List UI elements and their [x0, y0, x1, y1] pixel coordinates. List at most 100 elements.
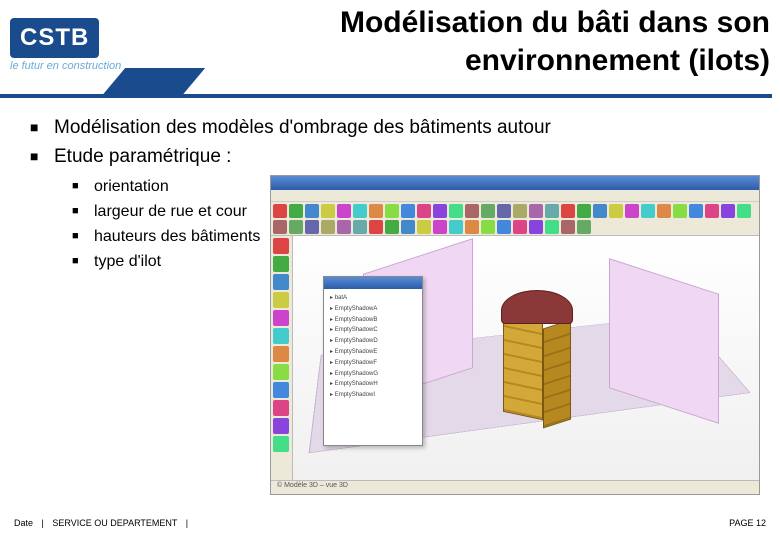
toolbar-button[interactable] — [433, 220, 447, 234]
footer-left: Date | SERVICE OU DEPARTEMENT | — [14, 518, 194, 528]
slide-title: Modélisation du bâti dans son environnem… — [170, 4, 770, 79]
toolbar-button[interactable] — [497, 220, 511, 234]
toolbar-button[interactable] — [497, 204, 511, 218]
title-line1: Modélisation du bâti dans son — [340, 6, 770, 39]
lefttool-button[interactable] — [273, 400, 289, 416]
toolbar-button[interactable] — [481, 204, 495, 218]
toolbar-button[interactable] — [289, 204, 303, 218]
toolbar-button[interactable] — [481, 220, 495, 234]
toolbar-button[interactable] — [353, 204, 367, 218]
outliner-row[interactable]: EmptyShadowE — [330, 347, 416, 358]
outliner-row[interactable]: EmptyShadowC — [330, 325, 416, 336]
outliner-body: batAEmptyShadowAEmptyShadowBEmptyShadowC… — [324, 289, 422, 405]
toolbar-button[interactable] — [449, 204, 463, 218]
toolbar-button[interactable] — [401, 220, 415, 234]
header: CSTB le futur en construction Modélisati… — [0, 0, 780, 98]
lefttool-button[interactable] — [273, 256, 289, 272]
lefttool-button[interactable] — [273, 346, 289, 362]
lefttool-button[interactable] — [273, 436, 289, 452]
toolbar-button[interactable] — [737, 204, 751, 218]
toolbar-button[interactable] — [513, 204, 527, 218]
toolbar-button[interactable] — [369, 220, 383, 234]
toolbar-button[interactable] — [705, 204, 719, 218]
toolbar-button[interactable] — [305, 220, 319, 234]
toolbar-button[interactable] — [465, 220, 479, 234]
building-side — [543, 319, 571, 428]
toolbar-button[interactable] — [625, 204, 639, 218]
toolbar-button[interactable] — [273, 204, 287, 218]
outliner-row[interactable]: EmptyShadowB — [330, 315, 416, 326]
toolbar-button[interactable] — [657, 204, 671, 218]
outliner-row[interactable]: EmptyShadowG — [330, 369, 416, 380]
toolbar-button[interactable] — [449, 220, 463, 234]
building-front — [503, 312, 543, 421]
outliner-row[interactable]: EmptyShadowD — [330, 336, 416, 347]
lefttool-button[interactable] — [273, 328, 289, 344]
footer-sep: | — [42, 518, 44, 528]
toolbar-button[interactable] — [385, 204, 399, 218]
toolbar-button[interactable] — [385, 220, 399, 234]
toolbar-button[interactable] — [369, 204, 383, 218]
toolbar-button[interactable] — [545, 220, 559, 234]
toolbar-button[interactable] — [689, 204, 703, 218]
lefttool-button[interactable] — [273, 418, 289, 434]
toolbar-button[interactable] — [353, 220, 367, 234]
outliner-row[interactable]: EmptyShadowF — [330, 358, 416, 369]
toolbar-button[interactable] — [577, 220, 591, 234]
outliner-titlebar — [324, 277, 422, 289]
logo-name: CSTB — [10, 18, 99, 58]
app-screenshot: batAEmptyShadowAEmptyShadowBEmptyShadowC… — [270, 175, 760, 495]
lefttool-button[interactable] — [273, 292, 289, 308]
toolbar-button[interactable] — [289, 220, 303, 234]
toolbar-button[interactable] — [337, 220, 351, 234]
building-roof — [501, 290, 573, 324]
outliner-row[interactable]: EmptyShadowA — [330, 304, 416, 315]
toolbar-button[interactable] — [273, 220, 287, 234]
outliner-row[interactable]: EmptyShadowH — [330, 379, 416, 390]
outliner-row[interactable]: batA — [330, 293, 416, 304]
lefttool-button[interactable] — [273, 310, 289, 326]
toolbar-button[interactable] — [577, 204, 591, 218]
canvas-3d: batAEmptyShadowAEmptyShadowBEmptyShadowC… — [293, 236, 759, 480]
footer-sep2: | — [186, 518, 188, 528]
bullet-2-text: Etude paramétrique : — [54, 146, 231, 167]
toolbar-button[interactable] — [673, 204, 687, 218]
outliner-row[interactable]: EmptyShadowI — [330, 390, 416, 401]
toolbar-button[interactable] — [417, 204, 431, 218]
toolbar-button[interactable] — [545, 204, 559, 218]
toolbar-button[interactable] — [417, 220, 431, 234]
lefttool-button[interactable] — [273, 274, 289, 290]
toolbar-button[interactable] — [401, 204, 415, 218]
title-line2: environnement (ilots) — [465, 44, 770, 77]
logo: CSTB le futur en construction — [10, 18, 150, 72]
toolbar-button[interactable] — [641, 204, 655, 218]
toolbar-button[interactable] — [561, 204, 575, 218]
bullet-1: Modélisation des modèles d'ombrage des b… — [30, 116, 750, 141]
window-statusbar: © Modèle 3D – vue 3D — [271, 480, 759, 494]
toolbar-button[interactable] — [561, 220, 575, 234]
window-titlebar — [271, 176, 759, 190]
toolbar-button[interactable] — [529, 204, 543, 218]
footer-service: SERVICE OU DEPARTEMENT — [52, 518, 177, 528]
toolbar-button[interactable] — [529, 220, 543, 234]
footer: Date | SERVICE OU DEPARTEMENT | PAGE 12 — [0, 514, 780, 532]
lefttool-button[interactable] — [273, 364, 289, 380]
toolbar-button[interactable] — [593, 204, 607, 218]
toolbar-button[interactable] — [337, 204, 351, 218]
toolbar-button[interactable] — [433, 204, 447, 218]
toolbar-button[interactable] — [721, 204, 735, 218]
lefttool-button[interactable] — [273, 238, 289, 254]
building-model — [503, 296, 573, 416]
toolbar-button[interactable] — [465, 204, 479, 218]
toolbar-button[interactable] — [321, 220, 335, 234]
window-menubar — [271, 190, 759, 202]
outliner-panel: batAEmptyShadowAEmptyShadowBEmptyShadowC… — [323, 276, 423, 446]
footer-page: PAGE 12 — [729, 518, 766, 528]
lefttool-button[interactable] — [273, 382, 289, 398]
toolbar-button[interactable] — [609, 204, 623, 218]
toolbar-button[interactable] — [513, 220, 527, 234]
footer-date: Date — [14, 518, 33, 528]
left-toolbar — [271, 236, 293, 480]
toolbar-button[interactable] — [305, 204, 319, 218]
toolbar-button[interactable] — [321, 204, 335, 218]
